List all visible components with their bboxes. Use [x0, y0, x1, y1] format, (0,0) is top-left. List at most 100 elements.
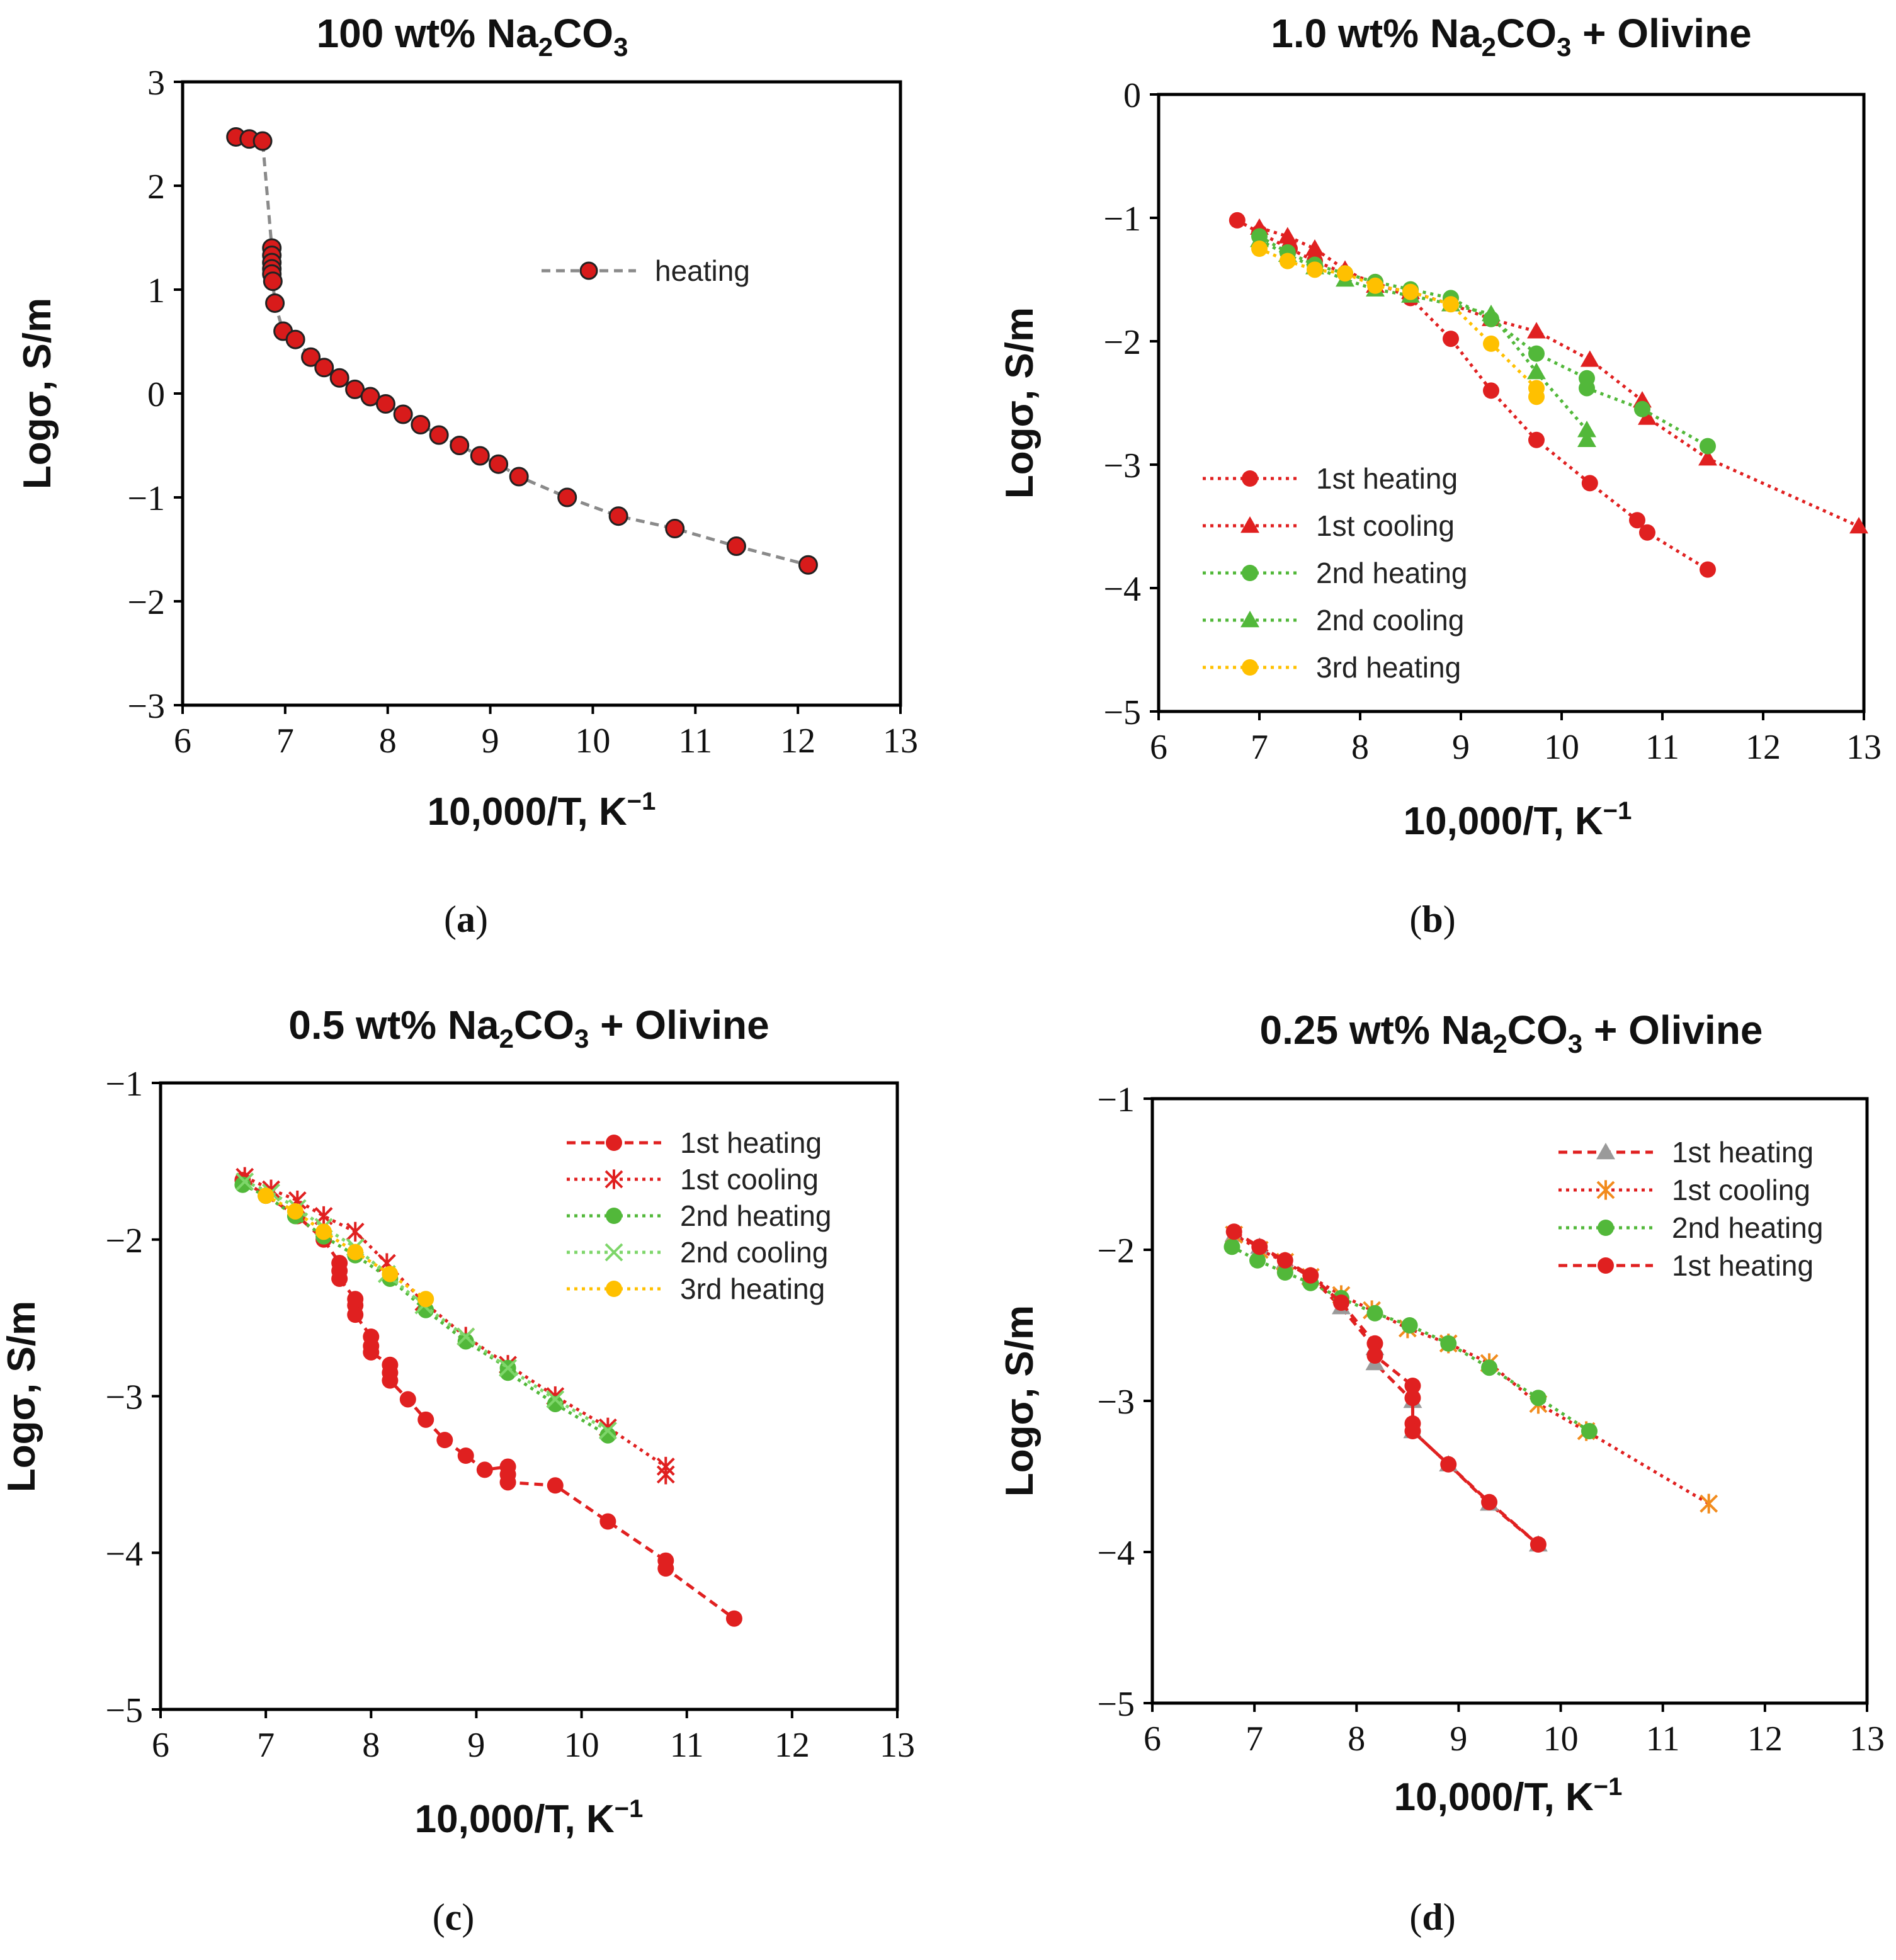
- data-point: [1225, 1223, 1242, 1240]
- data-point: [429, 425, 449, 445]
- data-point: [1229, 212, 1246, 229]
- series-2: [1223, 1238, 1598, 1439]
- y-axis-label: Logσ, S/m: [0, 1301, 43, 1492]
- x-tick-label: 11: [1646, 1719, 1680, 1759]
- legend-label: 2nd heating: [1672, 1211, 1823, 1244]
- data-point: [329, 368, 349, 388]
- data-point: [1580, 350, 1599, 367]
- legend-label: heating: [655, 254, 750, 287]
- data-point: [1404, 1423, 1421, 1439]
- y-tick-label: −1: [105, 1065, 143, 1104]
- legend-label: 2nd heating: [680, 1199, 831, 1232]
- data-point: [1366, 1347, 1383, 1364]
- data-point: [345, 379, 365, 399]
- y-tick-label: −4: [1103, 570, 1141, 609]
- legend-marker: [606, 1135, 622, 1151]
- data-point: [1528, 431, 1545, 448]
- data-point: [798, 555, 818, 575]
- data-point: [1482, 304, 1501, 322]
- data-point: [725, 1610, 742, 1627]
- x-tick-label: 7: [1246, 1719, 1263, 1759]
- panel-caption: (a): [444, 898, 488, 940]
- data-point: [1404, 1390, 1421, 1407]
- y-tick-label: −2: [105, 1221, 143, 1260]
- y-tick-label: −3: [1103, 446, 1141, 485]
- series-3: [1225, 1223, 1547, 1553]
- legend-marker: [1596, 1143, 1615, 1160]
- x-tick-label: 6: [152, 1726, 169, 1765]
- x-tick-label: 13: [1846, 728, 1882, 767]
- y-tick-label: −3: [1097, 1383, 1135, 1422]
- y-axis-label: Logσ, S/m: [998, 1305, 1042, 1497]
- data-point: [1305, 239, 1324, 256]
- data-point: [1278, 227, 1297, 244]
- x-tick-label: 12: [1747, 1719, 1783, 1759]
- y-tick-label: −2: [127, 583, 165, 622]
- series-0: [1224, 1225, 1548, 1552]
- data-point: [489, 454, 509, 474]
- data-point: [598, 1421, 617, 1440]
- data-point: [331, 1270, 348, 1287]
- x-tick-label: 10: [575, 722, 610, 761]
- data-point: [347, 1306, 364, 1323]
- data-point: [1404, 1378, 1421, 1394]
- legend-label: 1st cooling: [680, 1163, 819, 1196]
- data-point: [726, 536, 746, 557]
- legend: heating: [542, 254, 750, 287]
- legend-label: 1st heating: [1316, 462, 1458, 495]
- legend-label: 3rd heating: [1316, 651, 1461, 684]
- legend-label: 3rd heating: [680, 1272, 825, 1305]
- data-point: [1481, 1493, 1498, 1510]
- legend-marker: [605, 1169, 623, 1189]
- series-line: [244, 1180, 609, 1432]
- data-point: [258, 1187, 275, 1204]
- series-line: [241, 1179, 735, 1620]
- data-point: [608, 506, 628, 526]
- data-point: [285, 329, 305, 349]
- y-tick-label: −2: [1097, 1232, 1135, 1271]
- data-point: [1223, 1238, 1240, 1255]
- data-point: [1530, 1536, 1547, 1553]
- series-line: [1236, 218, 1709, 571]
- series-4: [258, 1187, 434, 1308]
- x-tick-label: 9: [1452, 728, 1470, 767]
- data-point: [1367, 277, 1383, 294]
- y-tick-label: −5: [105, 1691, 143, 1730]
- data-point: [547, 1395, 564, 1412]
- legend-label: 1st heating: [680, 1126, 822, 1159]
- x-tick-label: 9: [467, 1726, 485, 1765]
- data-point: [1527, 322, 1546, 339]
- panel-caption: (d): [1409, 1896, 1455, 1938]
- data-point: [1629, 512, 1645, 529]
- data-point: [287, 1203, 304, 1220]
- legend-label: 1st heating: [1672, 1249, 1814, 1282]
- data-point: [265, 293, 285, 313]
- legend-marker: [579, 261, 598, 280]
- data-point: [1634, 400, 1650, 417]
- legend-label: 1st cooling: [1672, 1174, 1810, 1206]
- data-point: [1639, 524, 1655, 541]
- data-point: [417, 1411, 434, 1428]
- data-point: [599, 1513, 616, 1530]
- chart-title: 0.25 wt% Na2CO3 + Olivine: [1260, 1007, 1763, 1058]
- legend-marker: [1596, 1180, 1615, 1200]
- data-point: [557, 487, 577, 507]
- series-0: [234, 1172, 742, 1627]
- x-tick-label: 12: [780, 722, 815, 761]
- data-point: [470, 446, 490, 466]
- data-point: [457, 1327, 475, 1346]
- y-tick-label: 1: [147, 271, 165, 310]
- x-tick-label: 6: [1150, 728, 1167, 767]
- data-point: [1440, 1335, 1457, 1352]
- data-point: [1302, 1267, 1319, 1284]
- data-point: [1483, 335, 1499, 352]
- x-tick-label: 8: [362, 1726, 380, 1765]
- x-tick-label: 10: [1544, 728, 1579, 767]
- data-point: [1638, 408, 1657, 425]
- data-point: [1402, 283, 1419, 300]
- y-tick-label: −4: [1097, 1534, 1135, 1573]
- series-line: [1258, 247, 1538, 397]
- chart-panel-d: 0.25 wt% Na2CO3 + Olivine 6 7 8 9 10 11 12 13 −5 −…: [998, 1007, 1885, 1938]
